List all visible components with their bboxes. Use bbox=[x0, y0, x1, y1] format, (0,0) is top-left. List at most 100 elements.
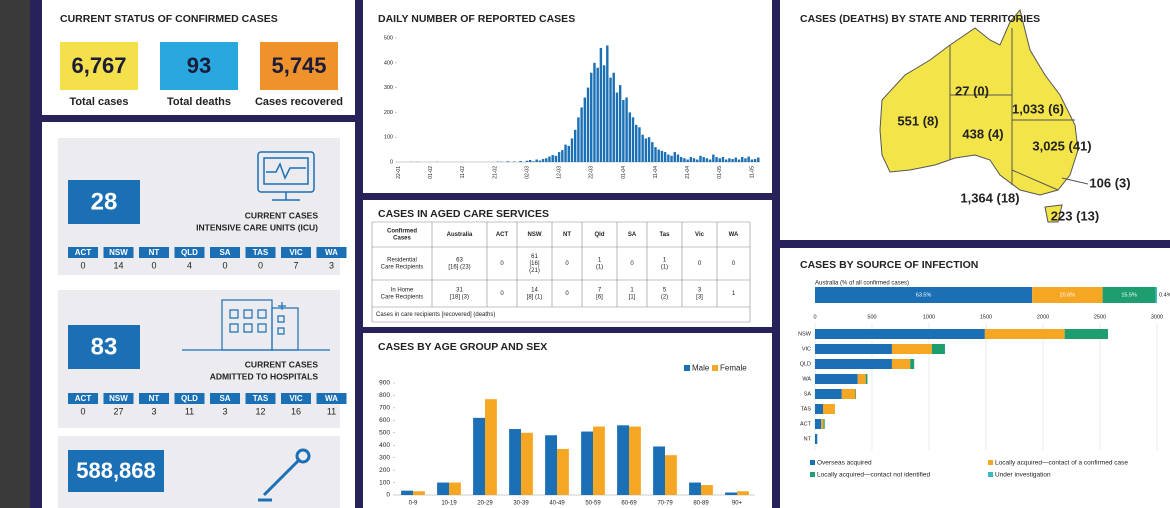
bar bbox=[750, 159, 754, 162]
state-name: NT bbox=[149, 248, 160, 257]
bar bbox=[561, 150, 564, 162]
legend-swatch bbox=[988, 472, 993, 477]
state-count: 0 bbox=[222, 260, 227, 270]
state-box bbox=[139, 393, 169, 404]
bar-segment bbox=[931, 344, 945, 354]
state-name: TAS bbox=[253, 248, 269, 257]
bar bbox=[734, 157, 738, 162]
table-cell: [3] bbox=[696, 295, 703, 301]
state-box bbox=[245, 393, 276, 404]
table-cell: 0 bbox=[732, 261, 736, 267]
state-count: 3 bbox=[222, 406, 227, 416]
bar bbox=[551, 155, 554, 162]
table-header: ACT bbox=[496, 232, 509, 238]
value-label: 20.6% bbox=[1060, 292, 1076, 298]
state-name: ACT bbox=[75, 248, 92, 257]
state-count: 16 bbox=[291, 406, 301, 416]
bar bbox=[728, 158, 731, 162]
bar-segment bbox=[910, 359, 915, 369]
panel-title: CURRENT STATUS OF CONFIRMED CASES bbox=[60, 13, 278, 25]
bar bbox=[725, 492, 737, 495]
y-tick-label: 800 bbox=[379, 392, 390, 399]
bar bbox=[644, 138, 648, 162]
value-label: 0.4% bbox=[1159, 292, 1170, 298]
table-cell: 1 bbox=[630, 288, 634, 294]
state-name: TAS bbox=[253, 394, 269, 403]
count-label: ADMITTED TO HOSPITALS bbox=[210, 371, 319, 381]
y-tick-label: 300 bbox=[379, 454, 390, 461]
status-value: 5,745 bbox=[271, 53, 326, 78]
status-label: Cases recovered bbox=[255, 96, 343, 108]
status-box bbox=[160, 42, 238, 90]
count-box bbox=[68, 325, 140, 369]
bar bbox=[679, 157, 683, 162]
bar bbox=[545, 158, 548, 162]
bar bbox=[573, 129, 577, 162]
bar bbox=[519, 161, 522, 162]
state-name: SA bbox=[219, 248, 230, 257]
bar bbox=[724, 159, 728, 162]
table-cell: 14 bbox=[531, 288, 538, 294]
panel bbox=[363, 0, 772, 193]
state-label: 551 (8) bbox=[897, 113, 938, 128]
y-tick-label: 700 bbox=[379, 405, 390, 412]
bar bbox=[577, 117, 580, 162]
x-tick-label: 22-03 bbox=[589, 166, 595, 179]
table-header: Australia bbox=[447, 232, 473, 238]
bar bbox=[628, 112, 632, 162]
bar bbox=[485, 399, 497, 495]
bar bbox=[718, 158, 721, 162]
bar bbox=[599, 47, 603, 162]
x-tick-label: 01-02 bbox=[428, 166, 434, 179]
bar bbox=[557, 448, 569, 495]
legend-swatch bbox=[988, 460, 993, 465]
count-label: CURRENT CASES bbox=[245, 210, 319, 220]
share-segment bbox=[1032, 287, 1103, 303]
table-header: SA bbox=[628, 232, 637, 238]
table-cell: 63 bbox=[456, 258, 463, 264]
x-tick-label: 40-49 bbox=[549, 501, 565, 507]
panel bbox=[363, 200, 772, 327]
state-name: QLD bbox=[181, 248, 198, 257]
state-count: 0 bbox=[258, 260, 263, 270]
x-tick-label: 500 bbox=[867, 314, 876, 320]
share-segment bbox=[1155, 287, 1157, 303]
table-cell: 5 bbox=[663, 288, 667, 294]
bar bbox=[596, 67, 599, 162]
x-tick-label: 11-04 bbox=[653, 166, 659, 179]
state-count: 3 bbox=[151, 406, 156, 416]
bar bbox=[593, 426, 605, 495]
bar bbox=[747, 156, 750, 162]
bar bbox=[701, 485, 713, 495]
hospital-icon bbox=[182, 299, 330, 351]
state-box bbox=[316, 393, 347, 404]
bar-segment bbox=[891, 359, 911, 369]
y-tick-label: NT bbox=[804, 436, 812, 442]
bar bbox=[699, 155, 702, 162]
bar bbox=[525, 160, 529, 162]
table-cell: Care Recipients bbox=[381, 295, 424, 301]
table-cell: 0 bbox=[500, 261, 504, 267]
state-label: 3,025 (41) bbox=[1032, 138, 1091, 153]
state-name: VIC bbox=[289, 248, 303, 257]
state-name: QLD bbox=[181, 394, 198, 403]
y-tick-label: 400 bbox=[384, 60, 393, 66]
state-count: 27 bbox=[113, 406, 123, 416]
y-tick-label: WA bbox=[802, 376, 811, 382]
state-box bbox=[174, 247, 205, 258]
bar-segment bbox=[891, 344, 932, 354]
table-cell: 1 bbox=[732, 291, 736, 297]
table-cell: (21) bbox=[529, 268, 540, 274]
share-segment bbox=[815, 287, 1033, 303]
state-name: WA bbox=[325, 248, 338, 257]
x-tick-label: 01-05 bbox=[717, 166, 723, 179]
bar bbox=[638, 127, 641, 162]
bar-segment bbox=[815, 359, 892, 369]
y-tick-label: ACT bbox=[800, 421, 812, 427]
table-header: NSW bbox=[528, 232, 542, 238]
state-count: 0 bbox=[80, 406, 85, 416]
bar bbox=[741, 157, 744, 162]
table-cell: [1] bbox=[629, 295, 636, 301]
bar bbox=[538, 160, 542, 162]
